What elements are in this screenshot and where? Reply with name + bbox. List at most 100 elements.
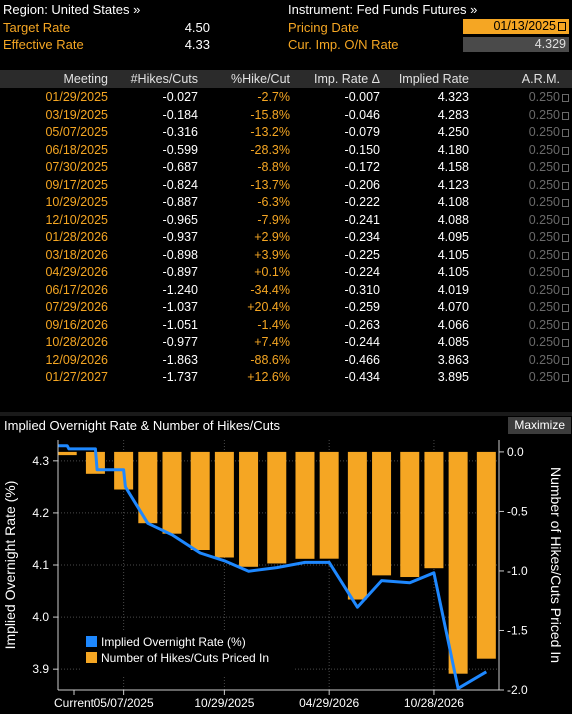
- cell-delta: -0.263: [344, 317, 380, 332]
- y-tick-label-right: -1.5: [507, 623, 528, 637]
- bar: [162, 451, 182, 534]
- arm-edit-icon[interactable]: [562, 146, 569, 155]
- arm-edit-icon[interactable]: [562, 251, 569, 260]
- arm-edit-icon[interactable]: [562, 304, 569, 312]
- bar: [214, 451, 234, 558]
- table-row[interactable]: 04/29/2026 -0.897 +0.1% -0.224 4.105 0.250: [0, 264, 572, 282]
- legend-label-line: Implied Overnight Rate (%): [101, 635, 246, 649]
- col-header-implied[interactable]: Implied Rate: [398, 72, 469, 86]
- x-tick-label: 10/29/2025: [194, 696, 254, 710]
- cell-implied: 4.019: [437, 282, 469, 297]
- arm-edit-icon[interactable]: [562, 199, 569, 207]
- cell-meeting: 10/29/2025: [45, 195, 108, 209]
- cur-imp-label: Cur. Imp. O/N Rate: [288, 37, 399, 52]
- table-row[interactable]: 07/30/2025 -0.687 -8.8% -0.172 4.158 0.250: [0, 159, 572, 177]
- cell-arm: 0.250: [528, 160, 560, 174]
- y-tick-label-left: 4.0: [32, 610, 49, 624]
- col-header-hikes[interactable]: #Hikes/Cuts: [130, 72, 198, 86]
- cell-delta: -0.234: [344, 230, 380, 244]
- cell-hikes: -0.898: [162, 247, 198, 262]
- arm-edit-icon[interactable]: [562, 339, 569, 347]
- table-row[interactable]: 07/29/2026 -1.037 +20.4% -0.259 4.070 0.250: [0, 299, 572, 317]
- arm-edit-icon[interactable]: [562, 94, 569, 102]
- cell-delta: -0.310: [344, 282, 380, 297]
- panel-divider: [0, 412, 572, 416]
- y-tick-label-right: -2.0: [507, 683, 528, 697]
- cell-meeting: 07/30/2025: [45, 160, 108, 174]
- table-row[interactable]: 10/28/2026 -0.977 +7.4% -0.244 4.085 0.250: [0, 334, 572, 352]
- y-tick-label-left: 4.1: [32, 558, 49, 572]
- cell-delta: -0.172: [344, 160, 380, 174]
- cur-imp-value-box: 4.329: [463, 37, 569, 52]
- cell-meeting: 03/18/2026: [45, 247, 108, 262]
- cell-pct: -88.6%: [250, 352, 290, 367]
- cell-hikes: -1.240: [162, 282, 198, 297]
- table-row[interactable]: 12/09/2026 -1.863 -88.6% -0.466 3.863 0.250: [0, 352, 572, 370]
- cell-meeting: 12/09/2026: [45, 352, 108, 367]
- arm-edit-icon[interactable]: [562, 286, 569, 295]
- cell-pct: -1.4%: [257, 317, 290, 332]
- y-tick-label-left: 4.3: [32, 454, 49, 468]
- cell-implied: 4.158: [437, 160, 469, 174]
- table-row[interactable]: 06/18/2025 -0.599 -28.3% -0.150 4.180 0.250: [0, 142, 572, 160]
- table-row[interactable]: 01/27/2027 -1.737 +12.6% -0.434 3.895 0.250: [0, 369, 572, 387]
- y-tick-label-right: -1.0: [507, 564, 528, 578]
- cell-implied: 4.250: [437, 125, 469, 139]
- cell-implied: 4.085: [437, 335, 469, 349]
- arm-edit-icon[interactable]: [562, 164, 569, 172]
- cell-meeting: 06/17/2026: [45, 282, 108, 297]
- cell-delta: -0.007: [344, 90, 380, 104]
- cell-arm: 0.250: [528, 370, 560, 384]
- cell-arm: 0.250: [528, 317, 560, 332]
- cell-pct: -13.7%: [250, 177, 290, 192]
- col-header-meeting[interactable]: Meeting: [63, 72, 108, 86]
- cell-meeting: 07/29/2026: [45, 300, 108, 314]
- cell-implied: 4.283: [437, 107, 469, 122]
- cell-arm: 0.250: [528, 265, 560, 279]
- bars-group: [57, 451, 496, 674]
- cell-implied: 4.070: [437, 300, 469, 314]
- calendar-icon[interactable]: [558, 22, 566, 31]
- arm-edit-icon[interactable]: [562, 269, 569, 277]
- table-row[interactable]: 05/07/2025 -0.316 -13.2% -0.079 4.250 0.250: [0, 124, 572, 142]
- cell-implied: 3.895: [437, 370, 469, 384]
- cell-implied: 4.095: [437, 230, 469, 244]
- arm-edit-icon[interactable]: [562, 234, 569, 242]
- cell-delta: -0.244: [344, 335, 380, 349]
- cell-implied: 4.105: [437, 265, 469, 279]
- legend-box: [80, 631, 294, 675]
- arm-edit-icon[interactable]: [562, 181, 569, 190]
- arm-edit-icon[interactable]: [562, 374, 569, 382]
- table-row[interactable]: 01/28/2026 -0.937 +2.9% -0.234 4.095 0.250: [0, 229, 572, 247]
- pricing-date-input[interactable]: 01/13/2025: [463, 19, 569, 34]
- table-row[interactable]: 09/16/2026 -1.051 -1.4% -0.263 4.066 0.250: [0, 317, 572, 335]
- table-row[interactable]: 01/29/2025 -0.027 -2.7% -0.007 4.323 0.250: [0, 89, 572, 107]
- cell-pct: +2.9%: [254, 230, 290, 244]
- col-header-arm[interactable]: A.R.M.: [521, 72, 560, 86]
- col-header-delta[interactable]: Imp. Rate Δ: [313, 72, 380, 86]
- legend-label-bars: Number of Hikes/Cuts Priced In: [101, 651, 269, 665]
- cell-arm: 0.250: [528, 247, 560, 262]
- cell-pct: -7.9%: [257, 212, 290, 227]
- cell-pct: -2.7%: [257, 90, 290, 104]
- maximize-button[interactable]: Maximize: [508, 417, 571, 434]
- table-row[interactable]: 03/18/2026 -0.898 +3.9% -0.225 4.105 0.250: [0, 247, 572, 265]
- table-row[interactable]: 09/17/2025 -0.824 -13.7% -0.206 4.123 0.250: [0, 177, 572, 195]
- cell-delta: -0.046: [344, 107, 380, 122]
- effective-rate-value: 4.33: [184, 37, 210, 52]
- chart-title-bar: Implied Overnight Rate & Number of Hikes…: [0, 416, 572, 436]
- table-row[interactable]: 03/19/2025 -0.184 -15.8% -0.046 4.283 0.250: [0, 107, 572, 125]
- region-selector[interactable]: Region: United States »: [3, 2, 141, 17]
- arm-edit-icon[interactable]: [562, 321, 569, 330]
- arm-edit-icon[interactable]: [562, 129, 569, 137]
- instrument-selector[interactable]: Instrument: Fed Funds Futures »: [288, 2, 478, 17]
- arm-edit-icon[interactable]: [562, 356, 569, 365]
- arm-edit-icon[interactable]: [562, 216, 569, 225]
- table-row[interactable]: 10/29/2025 -0.887 -6.3% -0.222 4.108 0.250: [0, 194, 572, 212]
- arm-edit-icon[interactable]: [562, 111, 569, 120]
- col-header-pct[interactable]: %Hike/Cut: [230, 72, 290, 86]
- table-row[interactable]: 12/10/2025 -0.965 -7.9% -0.241 4.088 0.250: [0, 212, 572, 230]
- table-row[interactable]: 06/17/2026 -1.240 -34.4% -0.310 4.019 0.250: [0, 282, 572, 300]
- x-tick-label: 10/28/2026: [404, 696, 464, 710]
- bar: [424, 451, 444, 569]
